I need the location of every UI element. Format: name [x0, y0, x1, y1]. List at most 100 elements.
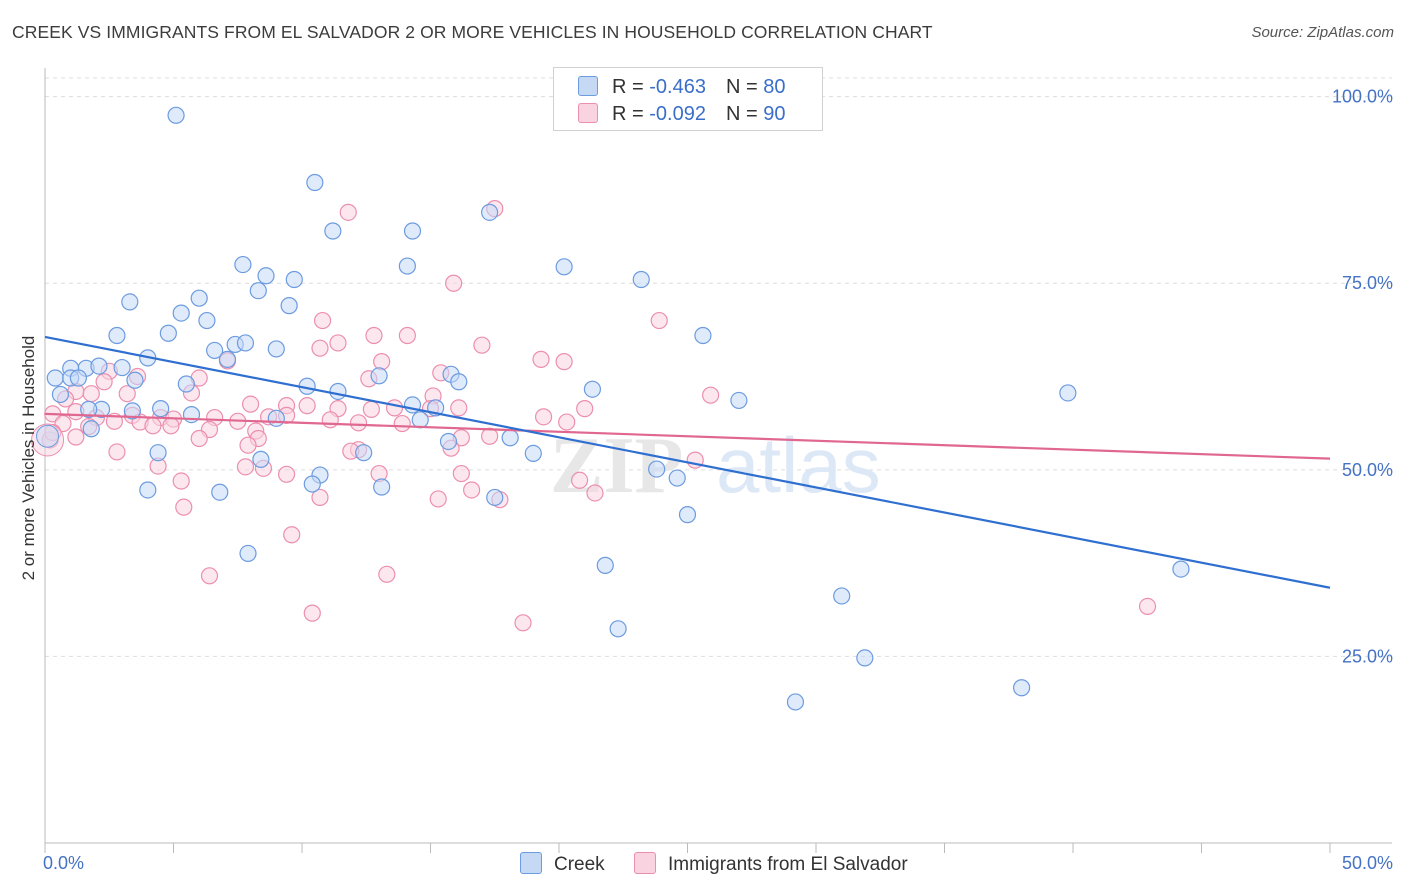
creek-point: [234, 255, 252, 274]
creek-point: [481, 203, 499, 221]
creek-point: [439, 432, 458, 451]
creek-r-label: R =: [612, 76, 650, 98]
salvador-point: [298, 397, 316, 415]
bottom-legend-creek: Creek: [520, 852, 605, 876]
bottom-creek-swatch: [520, 852, 542, 874]
salvador-point: [313, 311, 332, 330]
creek-point: [149, 444, 167, 462]
creek-point: [786, 693, 805, 711]
creek-point: [370, 367, 388, 385]
creek-point: [403, 222, 422, 240]
salvador-point: [349, 414, 368, 432]
creek-point: [833, 587, 851, 605]
salvador-point: [144, 417, 162, 435]
bottom-salvador-label: Immigrants from El Salvador: [668, 854, 908, 875]
creek-point: [373, 478, 391, 496]
creek-point: [730, 391, 748, 410]
y-tick-label: 25.0%: [1342, 646, 1393, 666]
creek-point: [306, 173, 324, 192]
salvador-point: [570, 471, 589, 489]
salvador-r-value: -0.092: [649, 103, 706, 125]
creek-point: [198, 311, 216, 330]
creek-point: [648, 460, 666, 478]
salvador-point: [283, 526, 301, 544]
creek-point: [249, 282, 267, 300]
salvador-n-label: N =: [725, 103, 764, 125]
creek-point: [211, 483, 229, 501]
y-tick-label: 75.0%: [1342, 273, 1393, 293]
bottom-legend-salvador: Immigrants from El Salvador: [634, 852, 908, 876]
creek-n-value: 80: [763, 76, 786, 98]
salvador-point: [82, 385, 100, 403]
creek-point: [252, 450, 270, 468]
creek-point: [668, 469, 686, 487]
creek-point: [355, 444, 373, 462]
x-tick-label-min: 0.0%: [43, 853, 84, 873]
salvador-point: [532, 350, 550, 368]
y-tick-label: 50.0%: [1342, 460, 1393, 480]
creek-point: [1012, 679, 1031, 697]
salvador-point: [118, 385, 136, 403]
y-axis-label: 2 or more Vehicles in Household: [19, 336, 38, 581]
creek-point: [596, 556, 614, 574]
creek-point: [82, 420, 100, 438]
source-label: Source: ZipAtlas.com: [1251, 24, 1394, 41]
watermark: ZIP atlas: [550, 421, 881, 510]
salvador-point: [339, 203, 357, 221]
salvador-point: [365, 326, 383, 345]
salvador-point: [329, 334, 347, 352]
salvador-point: [175, 498, 193, 516]
creek-point: [51, 385, 70, 404]
bottom-salvador-swatch: [634, 852, 656, 874]
creek-point: [524, 444, 542, 463]
creek-point: [159, 324, 177, 342]
creek-point: [1059, 384, 1077, 402]
salvador-swatch: [578, 103, 598, 123]
salvador-point: [303, 604, 321, 622]
legend-row-creek: R = -0.463 N = 80: [578, 76, 785, 102]
creek-point: [257, 267, 275, 285]
salvador-point: [445, 274, 463, 292]
salvador-point: [277, 465, 296, 483]
salvador-point: [362, 400, 380, 418]
salvador-point: [463, 481, 481, 499]
creek-point: [108, 326, 126, 345]
salvador-point: [1138, 597, 1157, 616]
salvador-point: [555, 353, 573, 371]
creek-point: [177, 375, 195, 393]
salvador-point: [558, 413, 576, 431]
creek-point: [236, 334, 255, 352]
creek-point: [398, 257, 416, 275]
salvador-point: [650, 311, 668, 330]
salvador-point: [67, 428, 85, 446]
creek-point: [694, 326, 712, 345]
chart-title: CREEK VS IMMIGRANTS FROM EL SALVADOR 2 O…: [12, 22, 933, 42]
creek-point: [239, 544, 257, 563]
creek-point: [121, 293, 139, 311]
salvador-point: [321, 411, 339, 429]
salvador-point: [311, 488, 329, 507]
salvador-point: [576, 400, 594, 418]
creek-point: [555, 258, 573, 276]
salvador-point: [481, 427, 499, 445]
salvador-point: [534, 408, 553, 426]
salvador-point: [311, 339, 329, 357]
creek-point: [267, 340, 285, 358]
creek-point: [450, 373, 468, 391]
tick-labels: 25.0% 50.0% 75.0% 100.0% 0.0% 50.0%: [43, 87, 1393, 873]
creek-point: [280, 297, 298, 315]
salvador-point: [95, 373, 113, 391]
salvador-point: [473, 336, 491, 354]
salvador-point: [452, 464, 470, 483]
creek-point: [206, 341, 224, 360]
salvador-point: [239, 436, 257, 454]
salvador-point: [586, 484, 604, 502]
x-tick-label-max: 50.0%: [1342, 853, 1393, 873]
creek-points: [36, 106, 1190, 711]
creek-point: [609, 620, 627, 638]
creek-point: [152, 400, 170, 418]
creek-point: [267, 409, 285, 427]
salvador-r-label: R =: [612, 103, 650, 125]
creek-point: [218, 350, 237, 368]
salvador-point: [236, 458, 255, 476]
